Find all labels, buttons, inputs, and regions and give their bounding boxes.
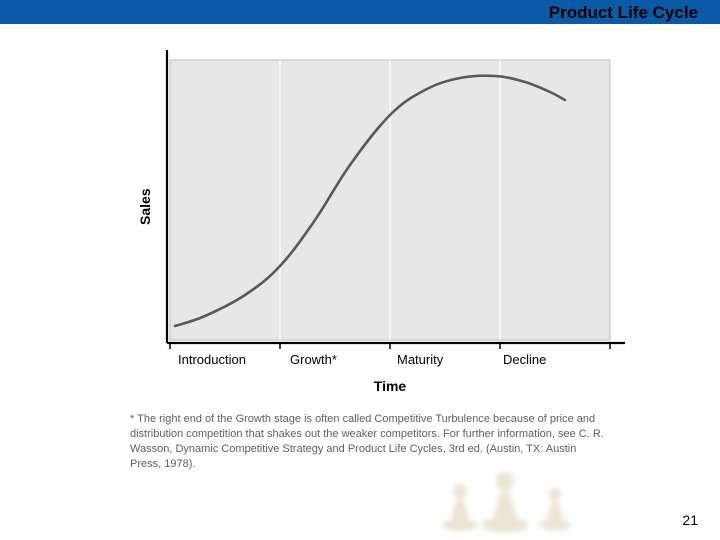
title-bar: Product Life Cycle <box>0 0 720 24</box>
footnote-text: * The right end of the Growth stage is o… <box>130 412 610 471</box>
stage-label: Maturity <box>397 352 497 367</box>
y-axis-label: Sales <box>137 188 153 225</box>
stage-label: Introduction <box>178 352 278 367</box>
x-axis-label: Time <box>340 378 440 394</box>
stage-label: Decline <box>503 352 603 367</box>
stage-label: Growth* <box>290 352 390 367</box>
slide: Product Life Cycle Sales Time Introducti… <box>0 0 720 540</box>
chart-area: Sales Time Introduction Growth* Maturity De… <box>105 50 625 420</box>
chess-decoration <box>420 470 600 540</box>
page-number: 21 <box>682 512 698 528</box>
slide-title: Product Life Cycle <box>549 3 698 23</box>
